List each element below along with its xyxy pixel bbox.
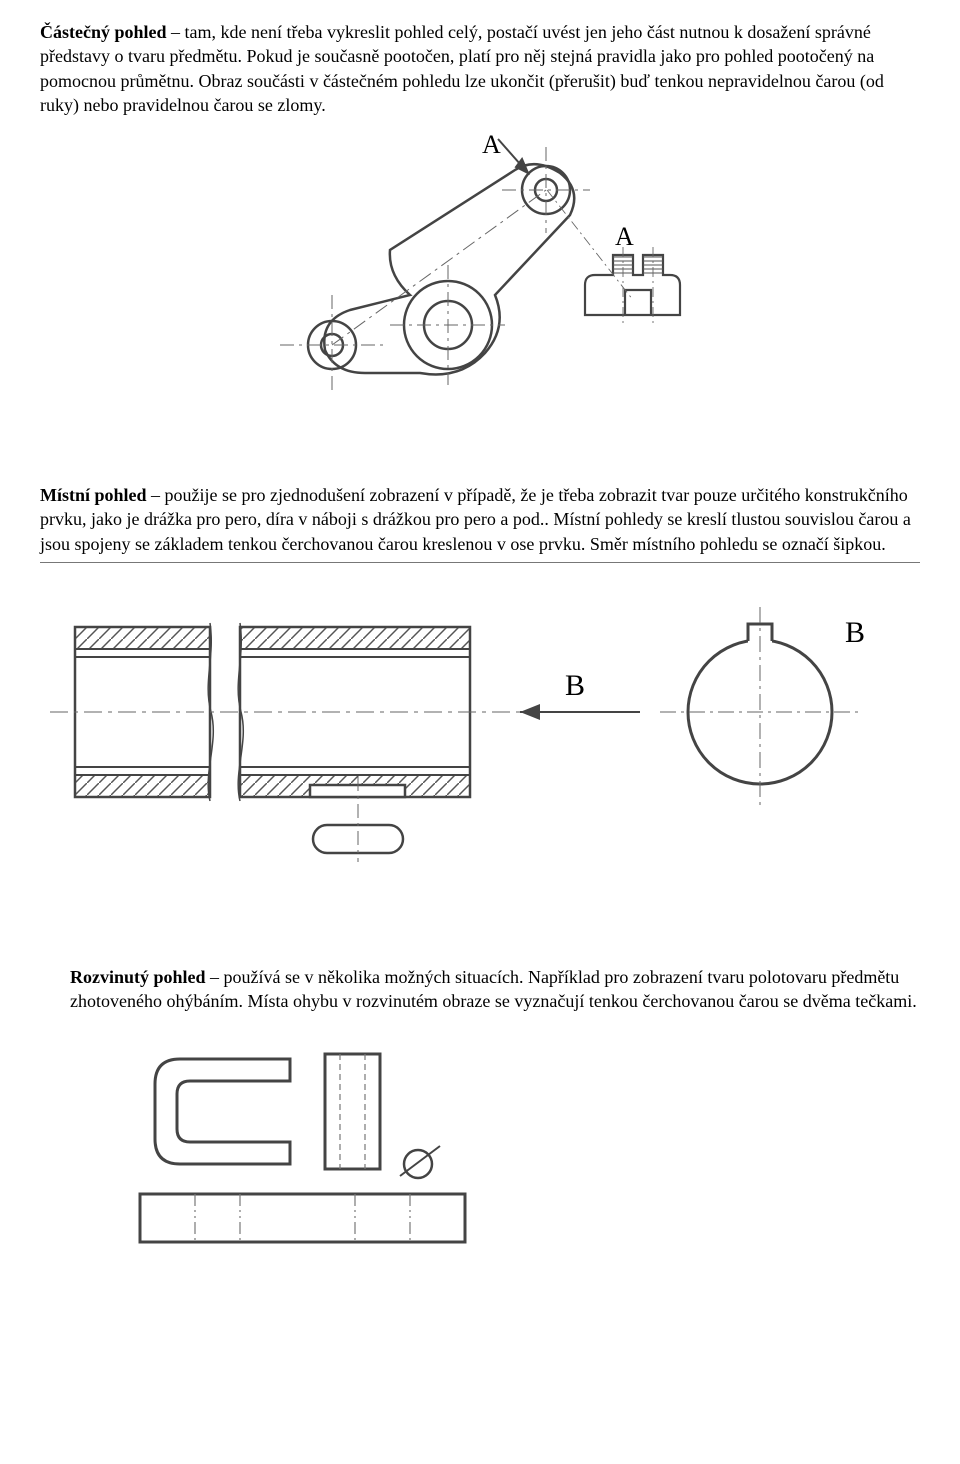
heading-developed-view: Rozvinutý pohled [70, 967, 206, 987]
paragraph-partial-view: Částečný pohled – tam, kde není třeba vy… [40, 20, 920, 117]
figure-local-view: B B [40, 587, 920, 917]
text-partial-view: – tam, kde není třeba vykreslit pohled c… [40, 22, 884, 115]
figure1-label-a-detail: A [615, 222, 634, 251]
figure2-label-b-arrow: B [565, 669, 585, 702]
heading-partial-view: Částečný pohled [40, 22, 167, 42]
figure-developed-view [120, 1024, 500, 1264]
heading-local-view: Místní pohled [40, 485, 147, 505]
paragraph-developed-view: Rozvinutý pohled – používá se v několika… [70, 965, 920, 1014]
figure2-label-b-section: B [845, 616, 865, 649]
figure-partial-view: A A [270, 135, 690, 435]
figure1-label-a-arrow: A [482, 135, 501, 159]
paragraph-local-view: Místní pohled – použije se pro zjednoduš… [40, 483, 920, 556]
text-local-view: – použije se pro zjednodušení zobrazení … [40, 485, 911, 554]
divider [40, 562, 920, 563]
